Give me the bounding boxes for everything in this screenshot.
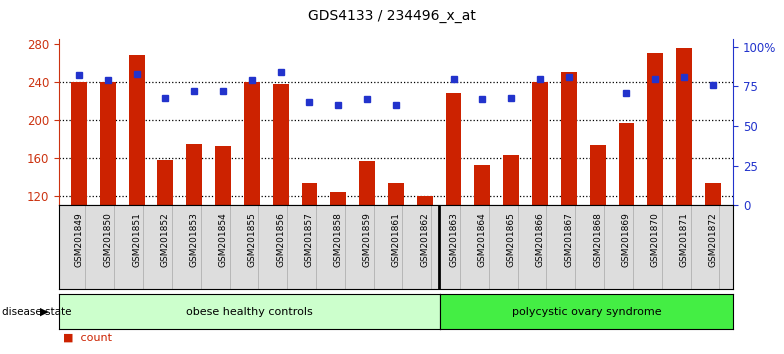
Text: GSM201854: GSM201854: [219, 212, 227, 267]
Text: GSM201852: GSM201852: [161, 212, 170, 267]
Bar: [158, 160, 173, 205]
Text: obese healthy controls: obese healthy controls: [186, 307, 313, 316]
Bar: [330, 192, 347, 205]
Text: ▶: ▶: [41, 307, 49, 316]
Bar: [187, 143, 202, 205]
Text: GSM201865: GSM201865: [506, 212, 516, 267]
Bar: [71, 82, 87, 205]
Text: disease state: disease state: [2, 307, 71, 316]
Bar: [474, 165, 490, 205]
Text: polycystic ovary syndrome: polycystic ovary syndrome: [512, 307, 661, 316]
Text: GSM201872: GSM201872: [709, 212, 717, 267]
Text: GSM201861: GSM201861: [391, 212, 401, 267]
Text: GSM201857: GSM201857: [305, 212, 314, 267]
Bar: [705, 183, 720, 205]
Bar: [590, 145, 605, 205]
Bar: [417, 196, 433, 205]
Bar: [619, 122, 634, 205]
Bar: [676, 48, 692, 205]
Bar: [129, 55, 144, 205]
Text: GSM201867: GSM201867: [564, 212, 573, 267]
Text: GSM201855: GSM201855: [247, 212, 256, 267]
Text: GSM201866: GSM201866: [535, 212, 545, 267]
Text: GSM201856: GSM201856: [276, 212, 285, 267]
Text: GSM201863: GSM201863: [449, 212, 458, 267]
Bar: [445, 93, 462, 205]
Bar: [388, 183, 404, 205]
Text: GSM201864: GSM201864: [478, 212, 487, 267]
Bar: [648, 53, 663, 205]
Bar: [503, 155, 519, 205]
Bar: [100, 82, 116, 205]
Bar: [215, 146, 231, 205]
Bar: [302, 183, 318, 205]
Bar: [244, 82, 260, 205]
Text: GSM201853: GSM201853: [190, 212, 198, 267]
Text: GSM201850: GSM201850: [103, 212, 112, 267]
Bar: [561, 72, 577, 205]
Text: GSM201870: GSM201870: [651, 212, 660, 267]
Bar: [273, 84, 289, 205]
Bar: [359, 161, 375, 205]
Text: GSM201851: GSM201851: [132, 212, 141, 267]
Text: ■  count: ■ count: [63, 333, 111, 343]
Text: GSM201862: GSM201862: [420, 212, 429, 267]
Text: GDS4133 / 234496_x_at: GDS4133 / 234496_x_at: [308, 9, 476, 23]
Bar: [532, 82, 548, 205]
Text: GSM201858: GSM201858: [334, 212, 343, 267]
Text: GSM201868: GSM201868: [593, 212, 602, 267]
Text: GSM201871: GSM201871: [680, 212, 688, 267]
Text: GSM201849: GSM201849: [74, 212, 83, 267]
Text: GSM201859: GSM201859: [363, 212, 372, 267]
Text: GSM201869: GSM201869: [622, 212, 631, 267]
